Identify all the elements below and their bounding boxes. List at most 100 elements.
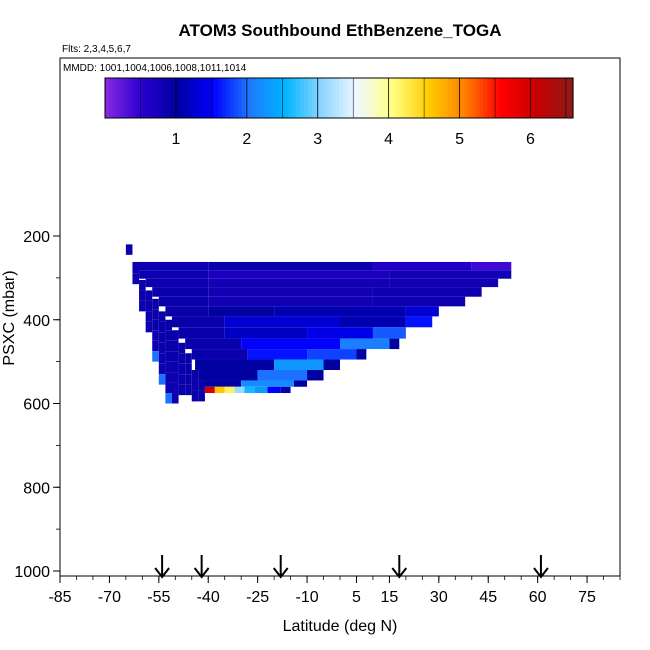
colorbar-swatch (175, 78, 180, 118)
colorbar-swatch (510, 78, 516, 118)
x-tick-label: -10 (295, 589, 318, 606)
colorbar-swatch (206, 78, 211, 118)
heatmap-cell (257, 370, 308, 381)
heatmap-cell (405, 316, 433, 328)
heatmap-cell (178, 384, 186, 396)
heatmap-cell (165, 393, 172, 404)
colorbar-tick-label: 3 (313, 131, 322, 148)
heatmap-cell (195, 359, 275, 370)
colorbar-swatch (167, 78, 172, 118)
colorbar-swatch (526, 78, 531, 118)
colorbar-swatch (171, 78, 176, 118)
colorbar-tick-label: 1 (171, 131, 180, 148)
colorbar-swatch (342, 78, 348, 118)
heatmap-cell (139, 290, 146, 301)
colorbar-swatch (179, 78, 184, 118)
heatmap-cell (172, 316, 225, 328)
colorbar-swatch (327, 78, 332, 118)
heatmap-cell (208, 278, 390, 288)
x-tick-label: 75 (578, 589, 596, 606)
colorbar-swatch (413, 78, 418, 118)
heatmap-cell (152, 298, 159, 310)
colorbar-swatch (140, 78, 145, 118)
heatmap-cell (198, 390, 205, 402)
colorbar-swatch (307, 78, 313, 118)
heatmap-cell (152, 330, 159, 341)
heatmap-cell (172, 351, 179, 362)
colorbar-swatch (331, 78, 336, 118)
colorbar-swatch (518, 78, 523, 118)
colorbar-swatch (288, 78, 293, 118)
colorbar-swatch (487, 78, 492, 118)
heatmap-cell (293, 380, 308, 387)
colorbar-swatch (428, 78, 434, 118)
heatmap-cell (204, 386, 215, 394)
chart-title: ATOM3 Southbound EthBenzene_TOGA (179, 21, 502, 40)
colorbar-swatch (541, 78, 547, 118)
flight-marker-arrow (533, 555, 549, 579)
heatmap-cell (165, 382, 172, 394)
colorbar-swatch (155, 78, 161, 118)
colorbar-swatch (378, 78, 383, 118)
colorbar-swatch (105, 78, 110, 118)
colorbar-swatch (475, 78, 480, 118)
heatmap-cell (172, 393, 179, 404)
colorbar-swatch (280, 78, 285, 118)
heatmap-cell (145, 300, 153, 312)
colorbar-swatch (210, 78, 215, 118)
heatmap-cell (185, 353, 192, 364)
heatmap-cell (340, 316, 406, 328)
heatmap-cell (372, 287, 482, 297)
heatmap-cell (158, 311, 166, 322)
heatmap-cell (198, 380, 205, 391)
colorbar-swatch (214, 78, 219, 118)
heatmap-cell (234, 386, 245, 394)
heatmap-cell (185, 338, 242, 350)
y-axis: 200 400 600 800 1000 (14, 229, 60, 581)
colorbar-swatch (183, 78, 188, 118)
colorbar-swatch (147, 78, 153, 118)
x-tick-label: -85 (48, 589, 71, 606)
colorbar-swatch (389, 78, 395, 118)
heatmap-cell (307, 349, 357, 360)
colorbar-tick-label: 2 (242, 131, 251, 148)
heatmap-cell (152, 319, 159, 331)
heatmap-cell (198, 370, 258, 381)
flight-markers (154, 555, 549, 579)
heatmap-cell (191, 349, 248, 360)
x-tick-label: 60 (529, 589, 547, 606)
heatmap-cell (185, 384, 192, 396)
colorbar-swatch (194, 78, 200, 118)
colorbar-swatch (202, 78, 207, 118)
colorbar-swatch (444, 78, 449, 118)
heatmap-cell (208, 270, 390, 279)
colorbar-swatch (245, 78, 250, 118)
flight-marker-arrow (272, 555, 289, 579)
colorbar-tick-label: 5 (455, 131, 464, 148)
colorbar-swatch (257, 78, 262, 118)
colorbar-swatch (561, 78, 566, 118)
heatmap-cell (214, 386, 225, 394)
colorbar-swatch (237, 78, 243, 118)
colorbar-swatch (459, 78, 465, 118)
colorbar-swatch (346, 78, 352, 118)
heatmap-cell (274, 359, 324, 370)
heatmap-cell (158, 374, 166, 385)
heatmap-cell (224, 316, 340, 328)
heatmap-cell (125, 244, 133, 255)
colorbar-swatch (264, 78, 270, 118)
x-tick-label: -25 (246, 589, 269, 606)
heatmap-cell (340, 338, 390, 350)
x-tick-label: 30 (430, 589, 448, 606)
colorbar-swatch (381, 78, 387, 118)
heatmap-cell (405, 306, 439, 317)
heatmap-cell (372, 327, 406, 339)
heatmap-cell (247, 349, 308, 360)
heatmap-cell (165, 361, 172, 373)
heatmap-cell (372, 296, 466, 307)
heatmap-cell (172, 382, 179, 394)
heatmap-cell (241, 338, 340, 350)
heatmap-cell (280, 386, 291, 394)
heatmap-cell (165, 340, 172, 352)
colorbar-swatch (557, 78, 562, 118)
